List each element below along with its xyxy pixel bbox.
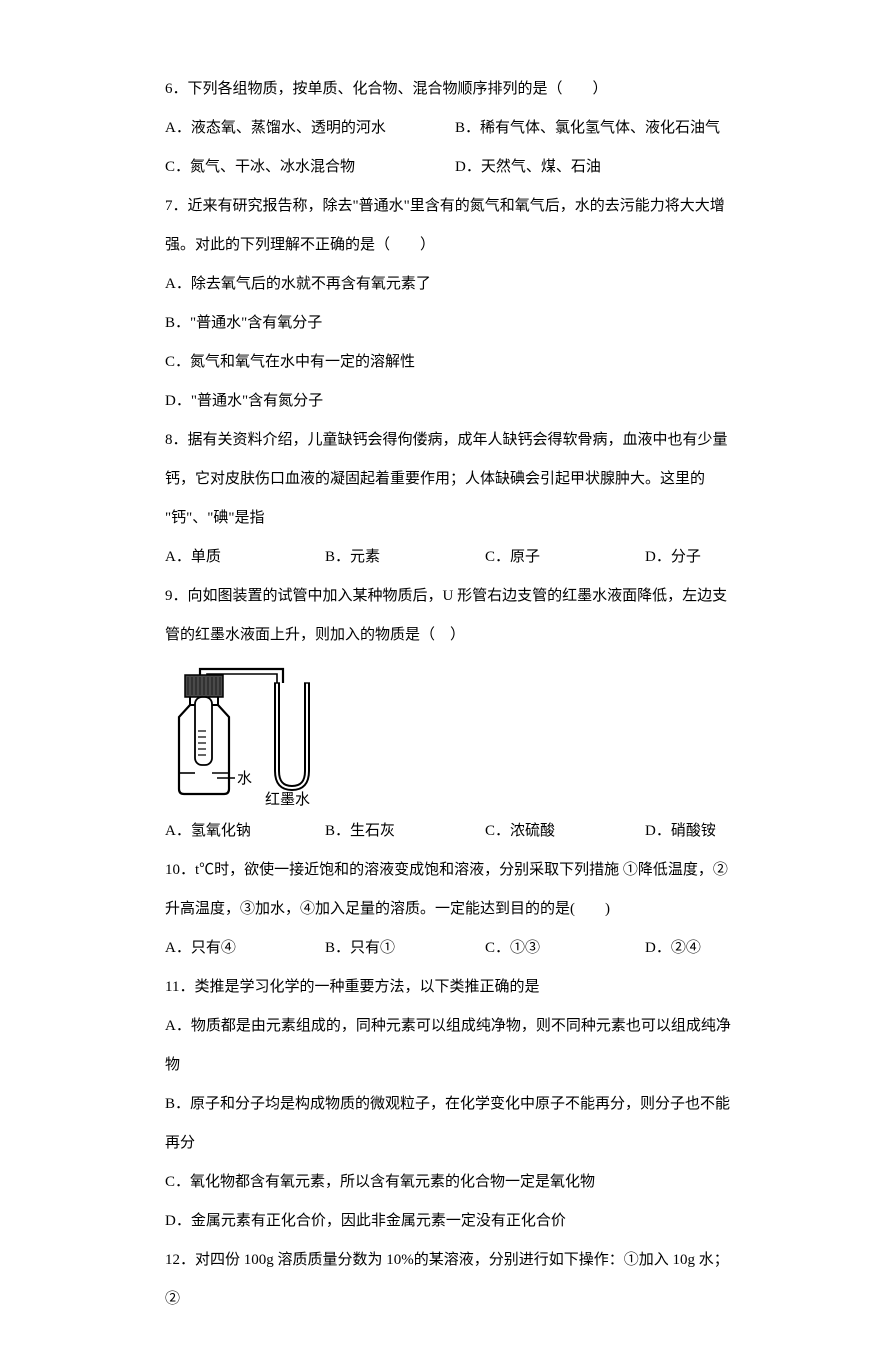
q11-opt-b1: B．原子和分子均是构成物质的微观粒子，在化学变化中原子不能再分，则分子也不能 [165, 1085, 738, 1124]
q10-opt-d: D．②④ [645, 929, 701, 968]
q8-opt-b: B．元素 [325, 538, 485, 577]
q10-opt-c: C．①③ [485, 929, 645, 968]
q11-opt-d: D．金属元素有正化合价，因此非金属元素一定没有正化合价 [165, 1202, 738, 1241]
q6-opt-b: B．稀有气体、氯化氢气体、液化石油气 [455, 109, 720, 148]
question-7: 7．近来有研究报告称，除去"普通水"里含有的氮气和氧气后，水的去污能力将大大增 … [165, 187, 738, 421]
q7-stem1: 7．近来有研究报告称，除去"普通水"里含有的氮气和氧气后，水的去污能力将大大增 [165, 187, 738, 226]
q9-stem1: 9．向如图装置的试管中加入某种物质后，U 形管右边支管的红墨水液面降低，左边支 [165, 577, 738, 616]
q7-opt-d: D．"普通水"含有氮分子 [165, 382, 738, 421]
q10-opt-b: B．只有① [325, 929, 485, 968]
q10-opt-a: A．只有④ [165, 929, 325, 968]
q8-opt-a: A．单质 [165, 538, 325, 577]
q8-stem2: 钙，它对皮肤伤口血液的凝固起着重要作用；人体缺碘会引起甲状腺肿大。这里的 [165, 460, 738, 499]
q11-stem: 11．类推是学习化学的一种重要方法，以下类推正确的是 [165, 968, 738, 1007]
q8-opt-c: C．原子 [485, 538, 645, 577]
q9-opt-a: A．氢氧化钠 [165, 812, 325, 851]
q8-options: A．单质 B．元素 C．原子 D．分子 [165, 538, 738, 577]
q7-opt-a: A．除去氧气后的水就不再含有氧元素了 [165, 265, 738, 304]
q9-figure: 水 红墨水 [165, 661, 738, 806]
apparatus-diagram: 水 红墨水 [165, 661, 340, 806]
q11-opt-a1: A．物质都是由元素组成的，同种元素可以组成纯净物，则不同种元素也可以组成纯净 [165, 1007, 738, 1046]
q6-options-row1: A．液态氧、蒸馏水、透明的河水 B．稀有气体、氯化氢气体、液化石油气 [165, 109, 738, 148]
q9-opt-b: B．生石灰 [325, 812, 485, 851]
q10-stem2: 升高温度，③加水，④加入足量的溶质。一定能达到目的的是( ) [165, 890, 738, 929]
q12-stem: 12．对四份 100g 溶质质量分数为 10%的某溶液，分别进行如下操作：①加入… [165, 1241, 738, 1319]
q9-stem2: 管的红墨水液面上升，则加入的物质是（ ） [165, 616, 738, 655]
question-11: 11．类推是学习化学的一种重要方法，以下类推正确的是 A．物质都是由元素组成的，… [165, 968, 738, 1241]
q11-opt-c: C．氧化物都含有氧元素，所以含有氧元素的化合物一定是氧化物 [165, 1163, 738, 1202]
q6-opt-a: A．液态氧、蒸馏水、透明的河水 [165, 109, 455, 148]
q6-opt-c: C．氮气、干冰、冰水混合物 [165, 148, 455, 187]
q9-opt-c: C．浓硫酸 [485, 812, 645, 851]
question-6: 6．下列各组物质，按单质、化合物、混合物顺序排列的是（ ） A．液态氧、蒸馏水、… [165, 70, 738, 187]
q6-opt-d: D．天然气、煤、石油 [455, 148, 601, 187]
q6-stem: 6．下列各组物质，按单质、化合物、混合物顺序排列的是（ ） [165, 70, 738, 109]
q6-options-row2: C．氮气、干冰、冰水混合物 D．天然气、煤、石油 [165, 148, 738, 187]
question-10: 10．t℃时，欲使一接近饱和的溶液变成饱和溶液，分别采取下列措施 ①降低温度，②… [165, 851, 738, 968]
q7-opt-c: C．氮气和氧气在水中有一定的溶解性 [165, 343, 738, 382]
question-8: 8．据有关资料介绍，儿童缺钙会得佝偻病，成年人缺钙会得软骨病，血液中也有少量 钙… [165, 421, 738, 577]
q8-stem3: "钙"、"碘"是指 [165, 499, 738, 538]
ink-label: 红墨水 [265, 791, 310, 806]
water-label: 水 [237, 770, 252, 787]
q11-opt-b2: 再分 [165, 1124, 738, 1163]
q10-stem1: 10．t℃时，欲使一接近饱和的溶液变成饱和溶液，分别采取下列措施 ①降低温度，② [165, 851, 738, 890]
q11-opt-a2: 物 [165, 1046, 738, 1085]
q7-stem2: 强。对此的下列理解不正确的是（ ） [165, 226, 738, 265]
q9-opt-d: D．硝酸铵 [645, 812, 716, 851]
question-12: 12．对四份 100g 溶质质量分数为 10%的某溶液，分别进行如下操作：①加入… [165, 1241, 738, 1319]
q7-opt-b: B．"普通水"含有氧分子 [165, 304, 738, 343]
q10-options: A．只有④ B．只有① C．①③ D．②④ [165, 929, 738, 968]
q8-opt-d: D．分子 [645, 538, 701, 577]
question-9: 9．向如图装置的试管中加入某种物质后，U 形管右边支管的红墨水液面降低，左边支 … [165, 577, 738, 851]
q9-options: A．氢氧化钠 B．生石灰 C．浓硫酸 D．硝酸铵 [165, 812, 738, 851]
q8-stem1: 8．据有关资料介绍，儿童缺钙会得佝偻病，成年人缺钙会得软骨病，血液中也有少量 [165, 421, 738, 460]
